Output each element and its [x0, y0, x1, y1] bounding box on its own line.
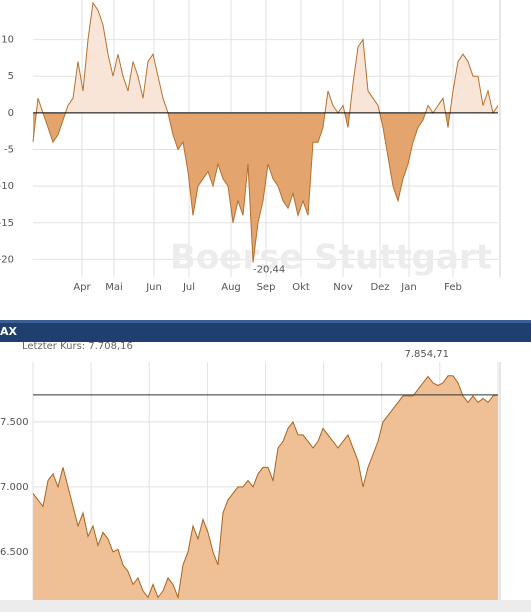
chart: Boerse Stuttgart 10 5 0 -5 -10 -15 -20 Apr Mai Jun… [0, 0, 501, 293]
series-line [32, 375, 499, 600]
x-tick-label: Apr [73, 282, 91, 293]
last-price-label: Letzter Kurs: 7.708,16 [22, 341, 133, 352]
header-bar [0, 320, 531, 342]
x-tick-label: Nov [333, 282, 353, 293]
area-negative [33, 112, 498, 263]
watermark: Boerse Stuttgart [170, 238, 492, 278]
y-tick-label: -5 [4, 144, 14, 155]
x-tick-label: Jun [145, 282, 162, 293]
chart-title: AX [0, 325, 18, 338]
y-tick-label: 6.500 [0, 547, 29, 558]
x-tick-label: Sep [257, 282, 276, 293]
x-tick-label: Feb [444, 282, 462, 293]
x-tick-label: Jan [400, 282, 416, 293]
footer-bar [0, 600, 531, 612]
area [33, 375, 498, 600]
x-tick-label: Okt [292, 282, 310, 293]
y-tick-label: -10 [0, 181, 14, 192]
header-bar-top [0, 320, 531, 323]
x-tick-label: Jul [182, 282, 195, 293]
y-tick-label: -15 [0, 218, 14, 229]
series-line [32, 1, 499, 263]
x-tick-label: Aug [221, 282, 241, 293]
annotation: -20,44 [253, 265, 285, 276]
y-tick-label: 0 [8, 108, 14, 119]
annotation: 7.854,71 [404, 349, 449, 360]
y-tick-label: 7.000 [0, 482, 29, 493]
y-tick-label: -20 [0, 254, 14, 265]
x-tick-label: Dez [370, 282, 389, 293]
y-tick-label: 7.500 [0, 417, 29, 428]
x-tick-label: Mai [105, 282, 123, 293]
y-tick-label: 5 [8, 71, 14, 82]
y-tick-label: 10 [1, 35, 14, 46]
area-positive [36, 2, 498, 113]
chart: 7.500 7.000 6.500 7.854,71 [0, 349, 501, 600]
